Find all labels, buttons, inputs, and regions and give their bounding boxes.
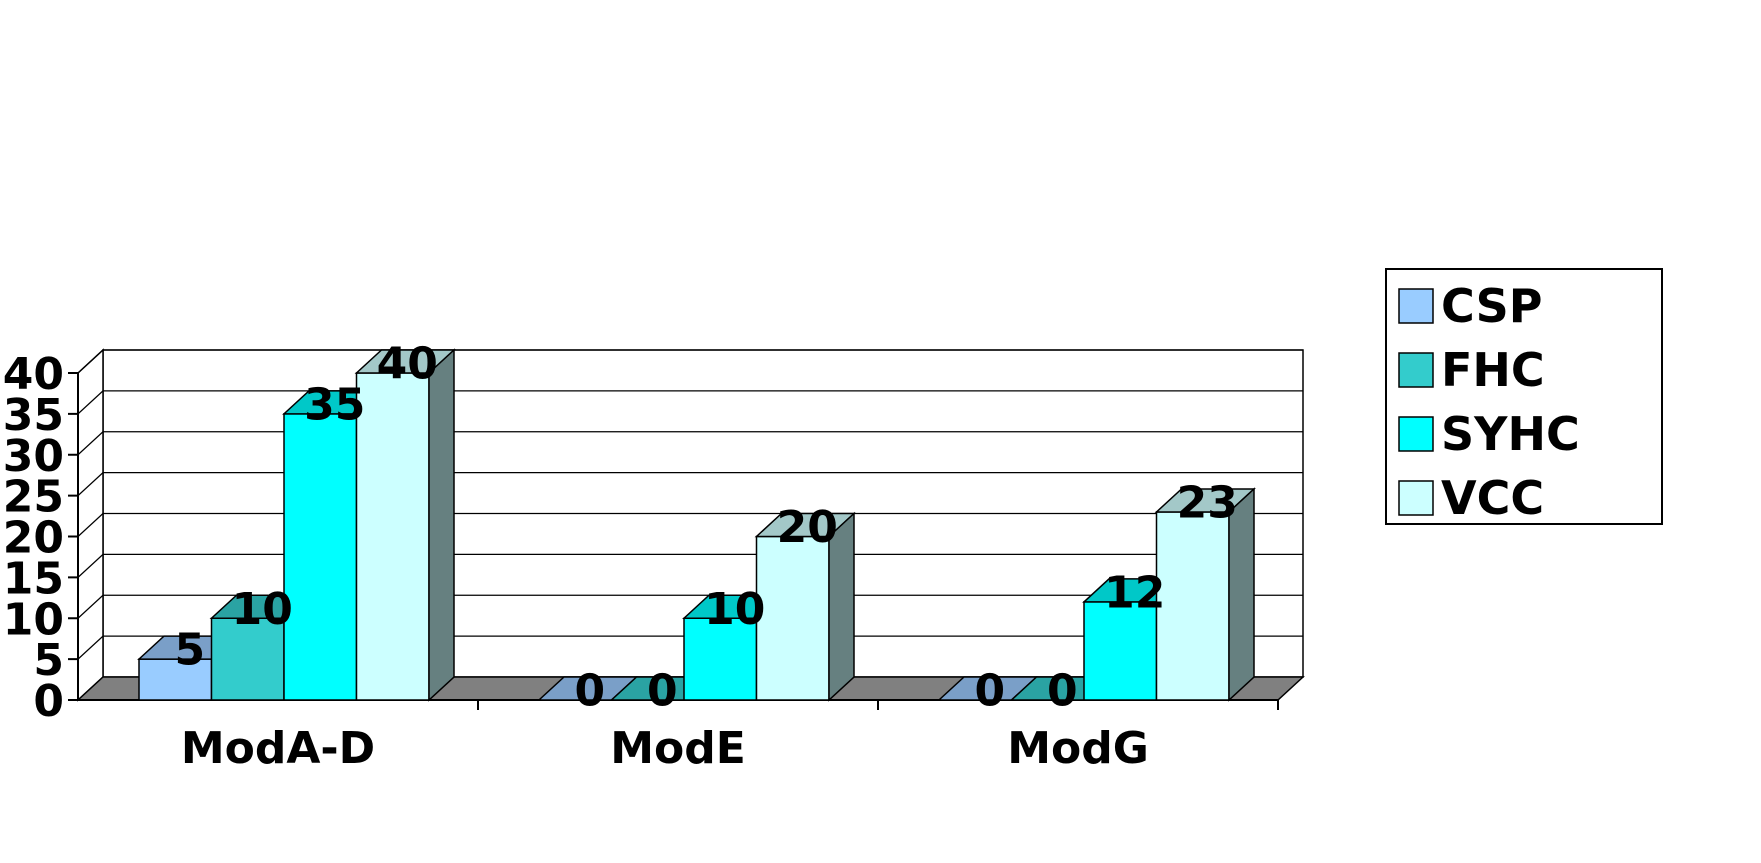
bar-front [355,372,430,701]
gridline-side [77,594,104,619]
data-label: 23 [1177,477,1238,528]
bar-front [1083,601,1158,701]
data-label: 5 [174,625,205,676]
x-category-label: ModG [1007,723,1149,774]
legend-swatch-syhc [1398,416,1434,452]
x-category-label: ModA-D [181,723,375,774]
legend-label-vcc: VCC [1441,471,1544,525]
data-label: 35 [304,379,365,430]
bar-front [683,617,758,701]
gridline-side [77,553,104,578]
legend-swatch-csp [1398,288,1434,324]
bars [137,348,1256,702]
data-label: 10 [232,584,293,635]
legend: CSP FHC SYHC VCC [1385,268,1663,525]
data-label: 10 [704,584,765,635]
bar-side [428,348,455,702]
x-category-label: ModE [610,723,746,774]
data-label: 0 [974,666,1005,717]
y-tick-label: 20 [3,513,64,564]
bar-vcc-mode [754,511,856,702]
bar-front [138,658,213,701]
gridline-side [77,513,104,537]
y-tick-label: 30 [3,431,64,482]
bar-syhc-moda-d [282,390,384,701]
gridline-side [77,635,104,660]
gridline-side [77,472,104,497]
legend-label-syhc: SYHC [1441,407,1580,461]
data-label: 20 [777,502,838,553]
data-label: 40 [377,339,438,390]
data-label: 0 [647,666,678,717]
data-label: 0 [1047,666,1078,717]
gridline-side [77,349,104,374]
bar-vcc-moda-d [354,348,456,702]
y-tick-label: 40 [3,349,64,400]
y-tick-label: 10 [3,594,64,645]
bar-front [1155,511,1230,701]
legend-swatch-fhc [1398,352,1434,388]
legend-swatch-vcc [1398,480,1434,516]
y-tick-label: 5 [33,635,64,686]
y-tick-label: 25 [3,472,64,523]
legend-label-csp: CSP [1441,279,1542,333]
bar-vcc-modg [1154,487,1256,702]
bar-front [210,617,285,701]
y-tick-label: 0 [33,676,64,727]
bar-front [283,413,358,701]
y-tick-label: 15 [3,553,64,604]
bar-front [755,535,830,701]
bar-side [1228,487,1255,702]
y-tick-label: 35 [3,390,64,441]
data-label: 12 [1104,567,1165,618]
legend-label-fhc: FHC [1441,343,1545,397]
bar-fhc-moda-d [209,594,311,701]
bar-syhc-modg [1082,578,1184,701]
gridline-side [77,431,104,456]
gridline-side [77,390,104,415]
bar-side [828,511,855,702]
data-label: 0 [574,666,605,717]
